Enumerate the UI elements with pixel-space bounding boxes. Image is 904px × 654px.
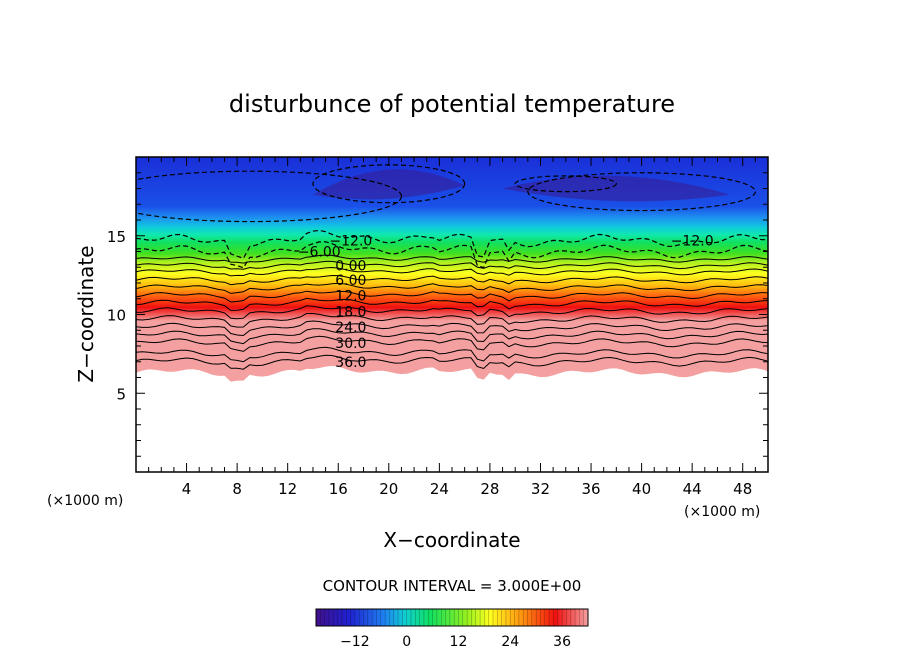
x-tick-label: 32 bbox=[531, 480, 550, 498]
z-unit-label: (×1000 m) bbox=[47, 493, 123, 509]
contour-line bbox=[136, 335, 768, 352]
x-tick-label: 40 bbox=[632, 480, 651, 498]
contour-line bbox=[136, 290, 768, 303]
x-tick-label: 20 bbox=[379, 480, 398, 498]
contour-label: 24.0 bbox=[335, 320, 366, 336]
contour-line bbox=[136, 305, 768, 320]
contour-label: −12.0 bbox=[671, 233, 714, 249]
minimum-region bbox=[312, 169, 465, 200]
contour-label: 12.0 bbox=[335, 289, 366, 305]
x-tick-label: 24 bbox=[430, 480, 449, 498]
contour-label: −12.0 bbox=[329, 233, 372, 249]
contour-line bbox=[136, 354, 768, 370]
y-tick-label: 15 bbox=[107, 228, 126, 246]
axis-ticks bbox=[136, 157, 768, 472]
minimum-region bbox=[502, 175, 731, 202]
x-tick-label: 48 bbox=[733, 480, 752, 498]
contour-line-negative bbox=[527, 172, 756, 212]
x-tick-labels: 4 8 12 16 20 24 28 32 36 40 44 48 bbox=[182, 480, 752, 498]
contour-label: 6.00 bbox=[335, 273, 366, 289]
colorbar-tick-label: 0 bbox=[402, 634, 411, 650]
contour-line-negative bbox=[514, 175, 617, 193]
colorbar-tick-label: −12 bbox=[340, 634, 370, 650]
colorbar-segments bbox=[320, 609, 584, 626]
colorbar-tick-label: 24 bbox=[501, 634, 519, 650]
colorbar-tick-labels: −12 0 12 24 36 bbox=[340, 634, 571, 650]
contour-line-negative bbox=[136, 229, 768, 260]
colorbar-tick-label: 12 bbox=[450, 634, 468, 650]
y-tick-label: 5 bbox=[116, 385, 126, 403]
contour-line-negative bbox=[136, 170, 402, 223]
x-axis-label: X−coordinate bbox=[383, 528, 520, 552]
contour-line bbox=[136, 320, 768, 337]
contour-line bbox=[136, 313, 768, 328]
contour-label: 18.0 bbox=[335, 304, 366, 320]
contour-lines bbox=[136, 164, 768, 370]
colorbar-gradient bbox=[315, 608, 589, 627]
contour-line bbox=[136, 254, 768, 264]
contour-label: −6.00 bbox=[298, 245, 341, 261]
x-tick-label: 12 bbox=[278, 480, 297, 498]
contour-line bbox=[136, 266, 768, 277]
contour-line bbox=[136, 328, 768, 345]
x-tick-label: 4 bbox=[182, 480, 192, 498]
contour-label: 30.0 bbox=[335, 336, 366, 352]
contour-line bbox=[136, 260, 768, 270]
y-tick-labels: 5 10 15 bbox=[107, 228, 126, 404]
contour-interval-text: CONTOUR INTERVAL = 3.000E+00 bbox=[323, 577, 582, 595]
contour-line bbox=[136, 282, 768, 294]
chart-title: disturbunce of potential temperature bbox=[229, 90, 675, 118]
x-tick-label: 16 bbox=[329, 480, 348, 498]
plot-area: −12.0 −12.0−6.000.006.0012.018.024.030.03… bbox=[136, 157, 768, 382]
y-axis-label: Z−coordinate bbox=[74, 245, 98, 382]
colorbar-tick-label: 36 bbox=[553, 634, 571, 650]
colorbar: −12 0 12 24 36 bbox=[315, 608, 589, 650]
x-tick-label: 28 bbox=[480, 480, 499, 498]
x-unit-label: (×1000 m) bbox=[684, 504, 760, 520]
contour-labels: −12.0 −12.0−6.000.006.0012.018.024.030.03… bbox=[298, 233, 714, 370]
x-tick-label: 8 bbox=[232, 480, 242, 498]
y-tick-label: 10 bbox=[107, 307, 126, 325]
x-tick-label: 36 bbox=[581, 480, 600, 498]
contour-line bbox=[136, 274, 768, 286]
contour-line-negative bbox=[136, 241, 768, 269]
contour-line bbox=[136, 346, 768, 363]
x-tick-label: 44 bbox=[683, 480, 702, 498]
contour-line bbox=[136, 297, 768, 311]
contour-label: 36.0 bbox=[335, 355, 366, 371]
contour-label: 0.00 bbox=[335, 259, 366, 275]
